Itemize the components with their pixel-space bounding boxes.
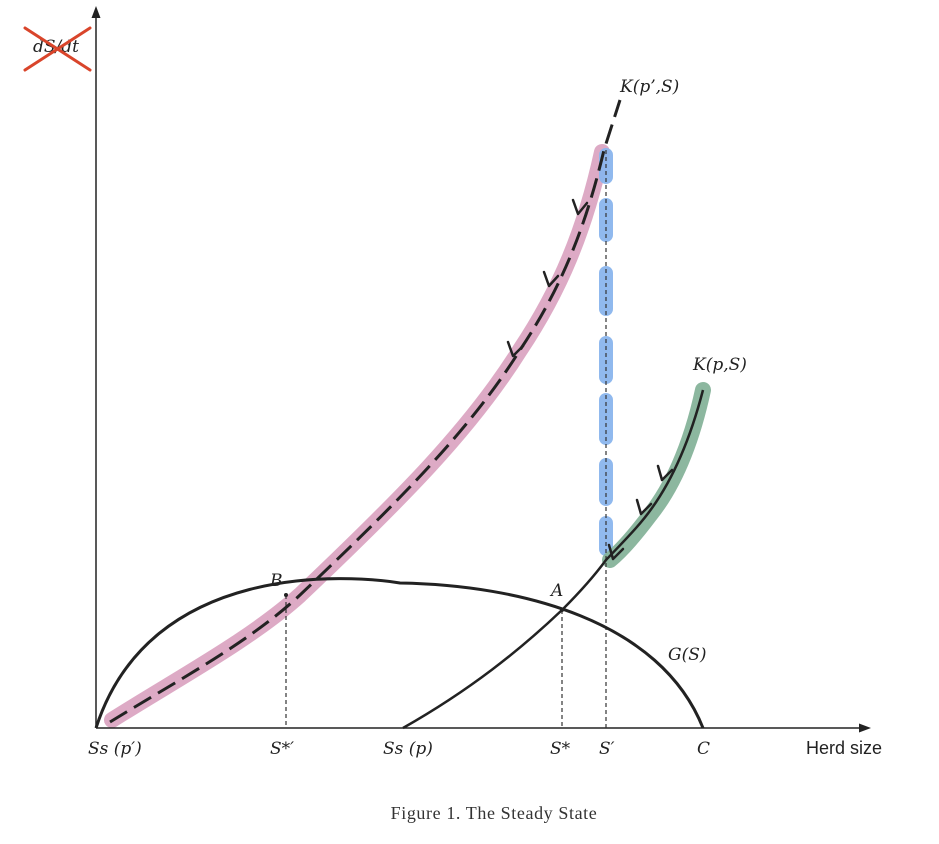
point-a-label: A — [549, 581, 563, 601]
y-label-cross-out — [23, 26, 92, 72]
tick-s-prime: S′ — [599, 739, 615, 759]
k-p-prime-arrows — [506, 198, 589, 358]
g-curve — [94, 577, 705, 729]
green-highlight — [602, 382, 711, 568]
x-axis-arrowhead — [859, 723, 871, 733]
tick-ss-p: Ss (p) — [383, 739, 433, 759]
k-p-curve — [402, 389, 705, 730]
figure-caption: Figure 1. The Steady State — [391, 803, 598, 823]
y-axis-arrowhead — [91, 6, 101, 18]
k-p-label: K(p,S) — [692, 355, 747, 375]
k-p-prime-label: K(p’,S) — [619, 77, 679, 97]
x-axis-label: Herd size — [806, 738, 882, 758]
tick-s-star: S* — [550, 739, 571, 759]
tick-ss-p-prime: Ss (p′) — [88, 739, 142, 759]
point-b-marker — [284, 593, 288, 597]
k-p-prime-curve — [109, 99, 622, 724]
point-b-label: B — [269, 571, 283, 591]
tick-s-star-prime: S*′ — [270, 739, 294, 759]
pink-highlight — [104, 144, 610, 728]
tick-c: C — [697, 739, 710, 759]
k-p-arrows — [607, 464, 674, 561]
point-a-marker — [560, 608, 564, 612]
g-curve-label: G(S) — [668, 645, 707, 665]
